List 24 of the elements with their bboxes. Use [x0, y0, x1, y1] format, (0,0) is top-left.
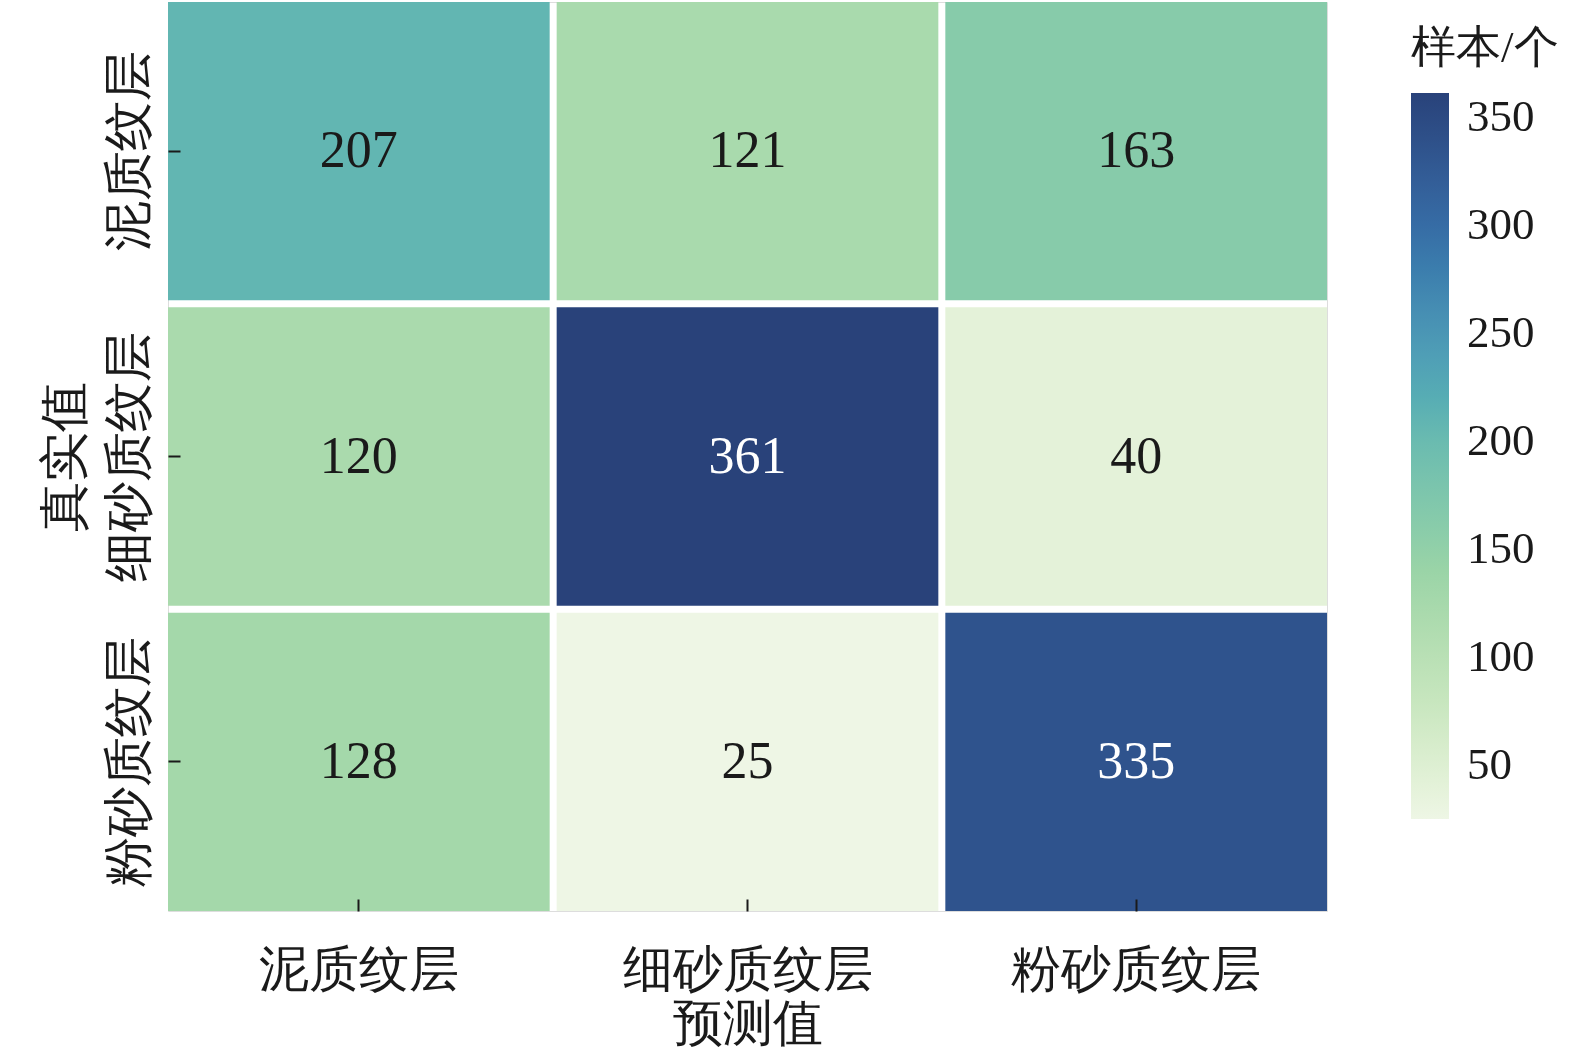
color-bar-label: 150	[1467, 522, 1535, 573]
data-label: 25	[721, 731, 774, 789]
color-bar-label: 350	[1467, 90, 1535, 141]
y-tick-label: 细砂质纹层	[99, 331, 156, 582]
data-label: 361	[708, 426, 787, 484]
color-bar-label: 250	[1467, 306, 1535, 357]
color-bar-label: 300	[1467, 198, 1535, 249]
data-label: 128	[319, 731, 398, 789]
x-axis-title: 预测值	[673, 994, 823, 1051]
y-tick-label: 泥质纹层	[99, 51, 156, 252]
data-label: 207	[319, 121, 398, 179]
data-label: 120	[319, 426, 398, 484]
data-label: 335	[1097, 731, 1176, 789]
x-tick-label: 粉砂质纹层	[1011, 940, 1262, 997]
x-tick-label: 细砂质纹层	[622, 940, 873, 997]
data-label: 121	[708, 121, 787, 179]
y-axis-title: 真实值	[35, 382, 92, 532]
data-label: 40	[1110, 426, 1163, 484]
color-bar-label: 100	[1467, 630, 1535, 681]
color-bar-label: 50	[1467, 738, 1512, 789]
data-label: 163	[1097, 121, 1176, 179]
color-bar-label: 200	[1467, 414, 1535, 465]
color-bar-title: 样本/个	[1411, 22, 1559, 72]
x-tick-label: 泥质纹层	[258, 940, 459, 997]
